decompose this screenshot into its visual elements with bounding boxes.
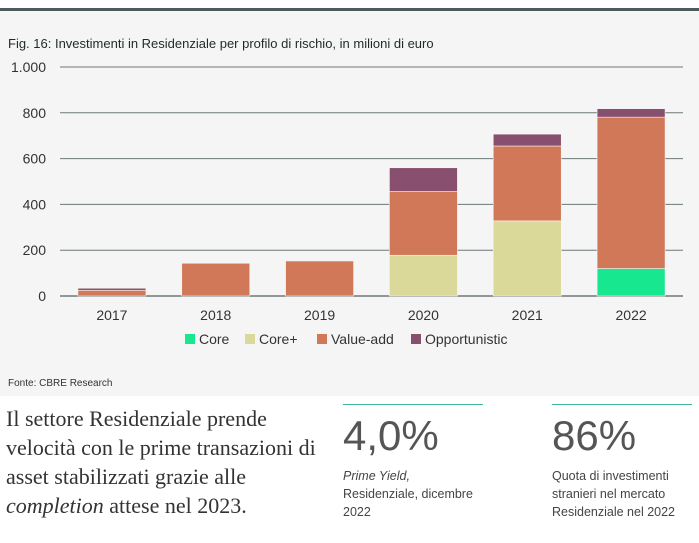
legend-label: Value-add (331, 331, 394, 347)
bar-core--2021 (492, 220, 562, 297)
x-tick-label: 2022 (616, 307, 647, 323)
bar-opportunistic-2021 (492, 133, 562, 147)
y-tick-label: 0 (38, 288, 46, 304)
y-tick-label: 800 (23, 105, 47, 121)
stat-foreign-share: 86% Quota di investimenti stranieri nel … (552, 404, 692, 521)
chart-title: Fig. 16: Investimenti in Residenziale pe… (8, 36, 434, 51)
legend-swatch (185, 334, 195, 344)
legend-label: Core+ (259, 331, 298, 347)
lead-part2: attese nel 2023. (103, 493, 247, 518)
legend-swatch (411, 334, 421, 344)
legend-swatch (245, 334, 255, 344)
legend-label: Opportunistic (425, 331, 507, 347)
lead-part1: Il settore Residenziale prende velocità … (6, 406, 316, 489)
source-note: Fonte: CBRE Research (8, 378, 113, 389)
bar-value-add-2022 (596, 116, 666, 269)
chart-panel (0, 8, 699, 396)
lead-text: Il settore Residenziale prende velocità … (6, 404, 326, 520)
legend-label: Core (199, 331, 230, 347)
stat-value: 86% (552, 412, 637, 459)
x-tick-label: 2019 (304, 307, 335, 323)
x-tick-label: 2017 (96, 307, 127, 323)
legend-swatch (317, 334, 327, 344)
bar-core-2022 (596, 268, 666, 297)
x-tick-label: 2018 (200, 307, 231, 323)
bar-opportunistic-2022 (596, 108, 666, 118)
y-tick-label: 200 (23, 242, 47, 258)
stat-desc-text: Residenziale, dicembre 2022 (343, 487, 473, 519)
x-tick-label: 2021 (512, 307, 543, 323)
stat-desc: Quota di investimenti stranieri nel merc… (552, 469, 676, 519)
y-tick-label: 400 (23, 196, 47, 212)
stat-desc: Prime Yield, Residenziale, dicembre 2022 (343, 467, 483, 521)
bar-value-add-2018 (181, 262, 251, 297)
y-tick-label: 1.000 (11, 59, 46, 75)
x-tick-label: 2020 (408, 307, 439, 323)
bar-value-add-2020 (389, 191, 458, 256)
bar-core--2020 (389, 254, 458, 297)
bar-opportunistic-2017 (77, 287, 147, 291)
stat-value: 4,0% (343, 412, 439, 459)
stacked-bar-chart: 0 200 400 600 800 1.000 2017 2018 2019 2020 2021 20… (11, 59, 683, 347)
stat-prime-yield: 4,0% Prime Yield, Residenziale, dicembre … (343, 404, 483, 521)
bar-value-add-2019 (285, 260, 354, 297)
bar-value-add-2017 (77, 289, 147, 297)
lead-italic: completion (6, 493, 104, 518)
y-tick-label: 600 (23, 151, 47, 167)
bar-value-add-2021 (492, 145, 562, 222)
bar-opportunistic-2020 (389, 167, 458, 192)
stat-desc-italic: Prime Yield, (343, 469, 410, 483)
